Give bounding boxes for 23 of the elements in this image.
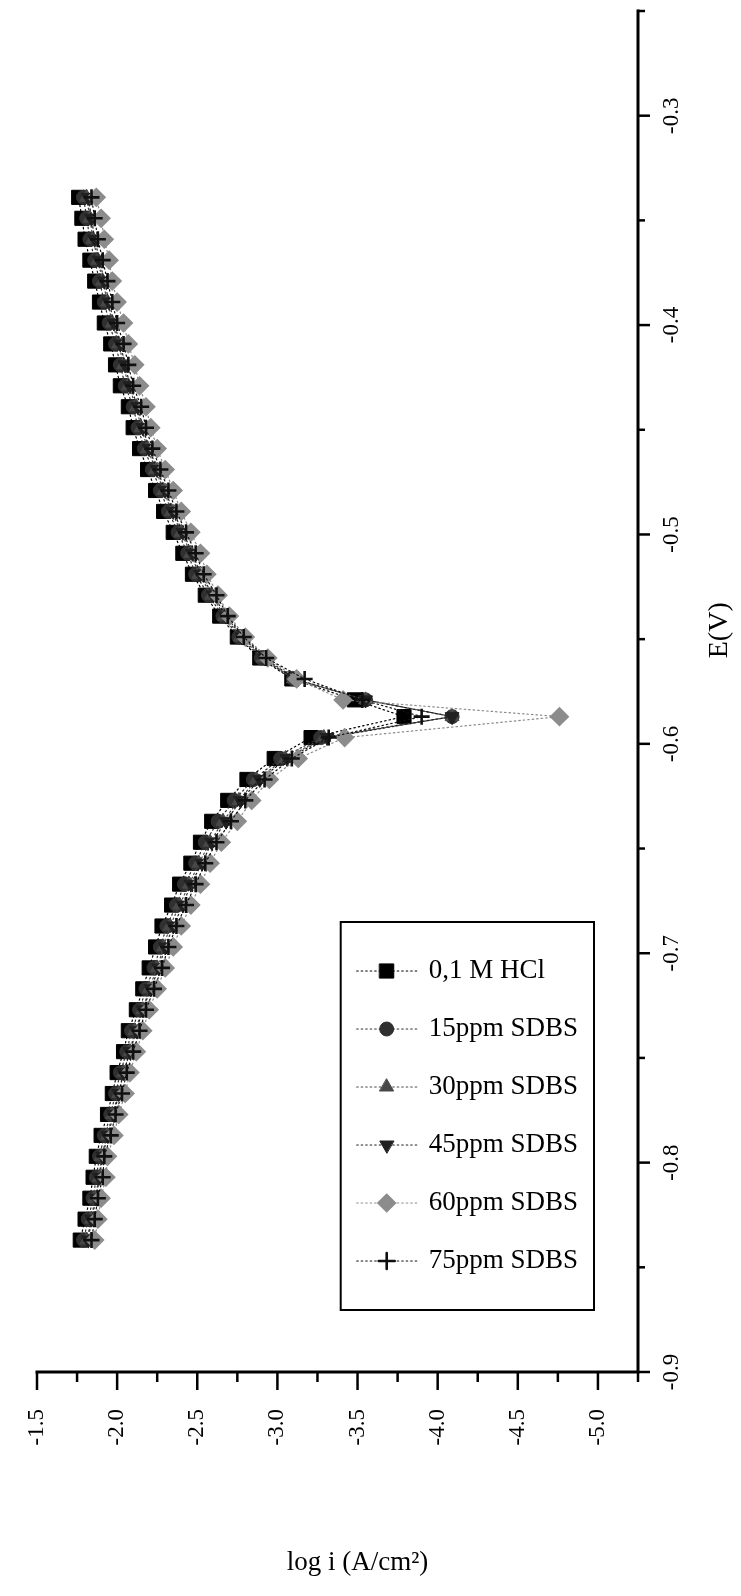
legend-label: 0,1 M HCl [428, 954, 545, 985]
legend-label: 75ppm SDBS [428, 1244, 579, 1275]
y-tick-label: -0.9 [658, 1353, 684, 1391]
x-tick-label: -4.0 [423, 1409, 449, 1446]
legend-label: 45ppm SDBS [428, 1128, 579, 1159]
x-tick-label: -3.0 [263, 1409, 289, 1446]
x-tick-label: -3.5 [343, 1409, 369, 1446]
y-tick-label: -0.5 [658, 516, 684, 553]
y-tick-label: -0.6 [658, 725, 684, 763]
x-axis-title: log i (A/cm²) [286, 1546, 429, 1577]
legend-label: 30ppm SDBS [428, 1070, 579, 1101]
x-tick-label: -5.0 [583, 1409, 609, 1446]
x-tick-label: -2.0 [103, 1409, 129, 1446]
legend-label: 60ppm SDBS [428, 1186, 579, 1217]
x-tick-label: -2.5 [183, 1409, 209, 1446]
x-tick-label: -1.5 [23, 1409, 49, 1446]
y-tick-label: -0.4 [658, 306, 684, 344]
y-axis-title: E(V) [702, 602, 734, 659]
x-tick-label: -4.5 [503, 1409, 529, 1446]
y-tick-label: -0.3 [658, 97, 684, 134]
y-tick-label: -0.8 [658, 1144, 684, 1181]
legend-label: 15ppm SDBS [428, 1012, 579, 1043]
y-tick-label: -0.7 [658, 935, 684, 972]
